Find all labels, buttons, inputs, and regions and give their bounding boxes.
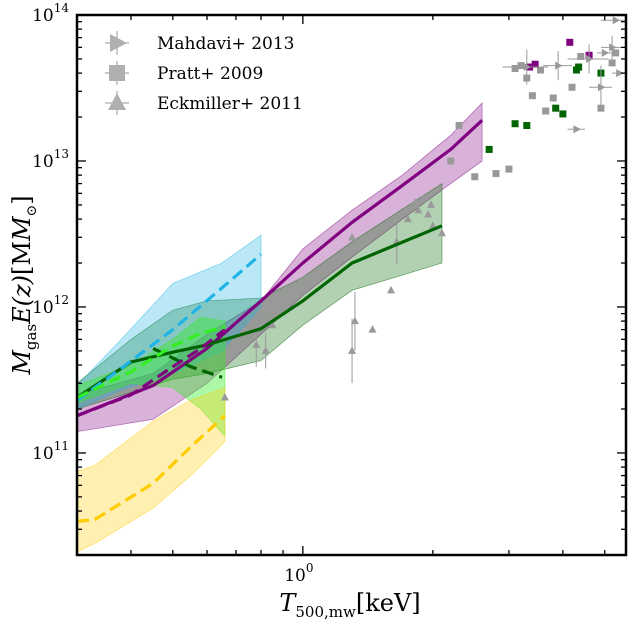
pratt-grey-point (447, 157, 455, 165)
lines-layer (77, 119, 484, 523)
eckmiller-point (411, 197, 420, 206)
legend-item: Pratt+ 2009 (105, 61, 263, 85)
y-tick-label: 1011 (32, 439, 69, 464)
mahdavi-point (555, 61, 563, 70)
eckmiller-point (403, 214, 412, 223)
eckmiller-point (414, 205, 423, 214)
mahdavi-point (601, 48, 610, 57)
plot-frame (75, 13, 628, 557)
legend: Mahdavi+ 2013 Pratt+ 2009 Eckmiller+ 2011 (105, 31, 303, 115)
pratt-grey-point (549, 94, 557, 102)
pratt-grey-point (612, 49, 620, 57)
pratt-grey-point (471, 173, 479, 181)
purple-dashed (77, 328, 226, 418)
mahdavi-point (523, 63, 532, 72)
pratt-purple-point (566, 38, 574, 46)
mahdavi-point (612, 16, 621, 25)
legend-item: Eckmiller+ 2011 (105, 91, 303, 115)
pratt-grey-point (536, 66, 544, 74)
eckmiller-point (252, 340, 261, 348)
mahdavi-point (597, 83, 606, 92)
pratt-green-point (485, 145, 493, 153)
legend-item: Mahdavi+ 2013 (105, 31, 294, 55)
cyan-dashed (77, 252, 263, 402)
pratt-grey-point (505, 165, 513, 173)
pratt-green-point (559, 110, 567, 118)
pratt-green-point (511, 120, 519, 128)
pratt-grey-point (568, 83, 576, 91)
darkgreen-median (77, 224, 443, 399)
eckmiller-point (320, 265, 329, 273)
eckmiller-point (438, 228, 447, 237)
legend-label: Pratt+ 2009 (157, 64, 263, 84)
legend-marker-triangle-right (110, 34, 127, 52)
lime-dashed (77, 325, 226, 399)
mahdavi-point (573, 125, 581, 134)
pratt-green-point (575, 63, 583, 71)
pratt-grey-point (528, 92, 536, 100)
darkgreen-dashed (152, 346, 223, 379)
pratt-grey-point (492, 170, 500, 178)
eckmiller-point (350, 316, 359, 325)
mahdavi-point (616, 69, 624, 78)
pratt-grey-point (542, 107, 550, 115)
y-tick-label: 1014 (32, 1, 69, 26)
legend-label: Mahdavi+ 2013 (157, 34, 294, 54)
pratt-purple-point (531, 60, 539, 68)
y-tick-label: 1013 (32, 147, 69, 172)
x-tick-label: 100 (284, 561, 313, 586)
eckmiller-point (220, 392, 229, 401)
scatter-layer (220, 16, 626, 401)
mahdavi-point (586, 54, 594, 63)
legend-marker-triangle-up (108, 93, 126, 110)
eckmiller-point (348, 346, 357, 354)
pratt-grey-point (517, 62, 525, 70)
purple-median (77, 119, 484, 418)
eckmiller-point (426, 200, 435, 208)
y-axis-label: MgasE(z)[MM⊙] (8, 195, 40, 375)
pratt-grey-point (608, 59, 616, 67)
eckmiller-point (348, 232, 357, 241)
eckmiller-point (387, 285, 396, 294)
legend-label: Eckmiller+ 2011 (157, 94, 303, 114)
mahdavi-point (609, 43, 617, 52)
eckmiller-point (261, 346, 270, 354)
eckmiller-point (268, 320, 277, 329)
gold-dashed (77, 414, 226, 523)
pratt-grey-point (577, 52, 585, 60)
eckmiller-point (419, 194, 428, 202)
pratt-grey-point (455, 122, 463, 130)
legend-marker-square (109, 65, 125, 81)
x-axis-label: T500,mw[keV] (279, 589, 420, 621)
pratt-green-point (552, 104, 560, 112)
eckmiller-point (428, 221, 437, 229)
ticks-layer: 1011 1012 1013 1014 100 (32, 1, 626, 586)
eckmiller-point (424, 209, 433, 218)
pratt-green-point (523, 122, 531, 130)
eckmiller-point (368, 325, 377, 333)
pratt-grey-point (511, 65, 519, 73)
y-tick-label: 1012 (32, 293, 69, 318)
gold-band (77, 387, 226, 553)
